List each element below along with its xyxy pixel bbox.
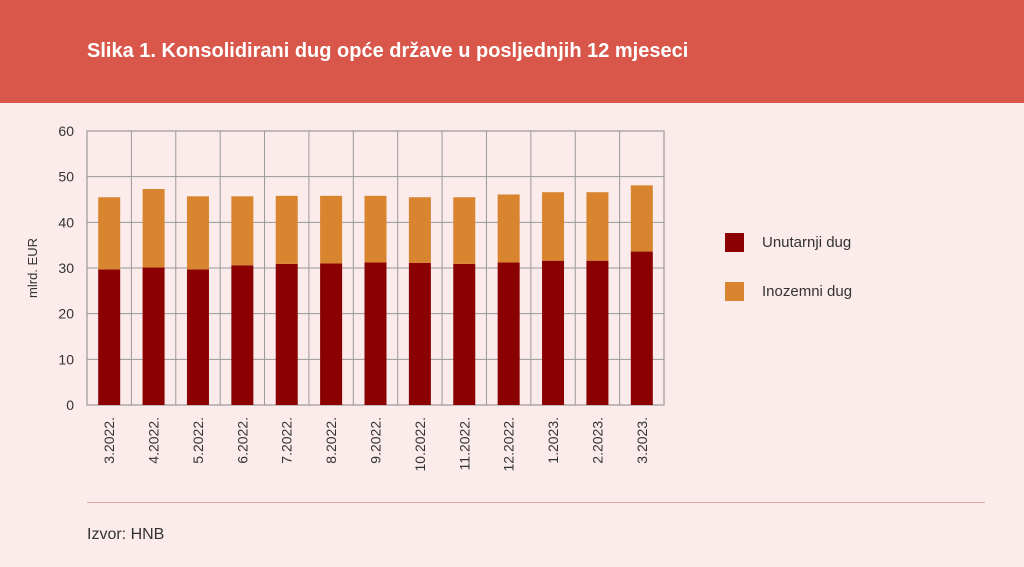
x-tick-label: 4.2022. — [146, 417, 162, 464]
x-tick-label: 10.2022. — [412, 417, 428, 472]
y-tick-label: 60 — [58, 123, 74, 139]
x-tick-label: 2.2023. — [589, 417, 605, 464]
bar-segment — [320, 195, 343, 264]
bar-segment — [542, 192, 565, 261]
chart-title: Slika 1. Konsolidirani dug opće države u… — [87, 40, 689, 62]
bar-segment — [497, 194, 520, 263]
x-tick-label: 11.2022. — [456, 417, 472, 470]
legend-item-domestic: Unutarnji dug — [725, 233, 851, 252]
y-axis-label: mlrd. EUR — [25, 238, 40, 298]
x-tick-label: 6.2022. — [234, 417, 250, 464]
bar-segment — [497, 262, 520, 405]
bar-segment — [231, 265, 254, 405]
legend-label: Inozemni dug — [762, 283, 853, 300]
x-tick-label: 3.2023. — [634, 417, 650, 464]
bar-segment — [453, 263, 476, 405]
bar-segment — [630, 185, 653, 252]
bar-segment — [408, 197, 431, 263]
header-band: Slika 1. Konsolidirani dug opće države u… — [0, 0, 1024, 103]
y-tick-label: 10 — [58, 351, 74, 367]
bar-segment — [586, 260, 609, 405]
bar-segment — [186, 269, 209, 405]
x-tick-label: 12.2022. — [501, 417, 517, 472]
x-tick-label: 9.2022. — [368, 417, 384, 464]
bar-segment — [364, 262, 387, 405]
legend-label: Unutarnji dug — [762, 234, 852, 251]
bar-segment — [275, 263, 298, 405]
legend-item-foreign: Inozemni dug — [725, 282, 852, 301]
x-tick-label: 7.2022. — [279, 417, 295, 464]
y-tick-label: 0 — [66, 397, 74, 413]
bar-segment — [542, 260, 565, 405]
bar-segment — [586, 192, 609, 261]
x-tick-label: 5.2022. — [190, 417, 206, 464]
bar-segment — [453, 197, 476, 264]
source-note: Izvor: HNB — [87, 526, 165, 543]
legend-swatch — [725, 282, 744, 301]
bar-segment — [320, 263, 343, 405]
x-tick-label: 3.2022. — [101, 417, 117, 464]
x-tick-label: 1.2023. — [545, 417, 561, 464]
legend-swatch — [725, 233, 744, 252]
bar-segment — [186, 196, 209, 270]
bar-segment — [142, 188, 165, 268]
y-tick-label: 30 — [58, 260, 74, 276]
bar-segment — [98, 197, 121, 270]
bar-segment — [142, 267, 165, 405]
bar-segment — [364, 195, 387, 263]
x-tick-label: 8.2022. — [323, 417, 339, 464]
bar-segment — [275, 195, 298, 264]
divider — [87, 502, 985, 503]
y-tick-label: 40 — [58, 214, 74, 230]
y-tick-label: 20 — [58, 306, 74, 322]
bar-segment — [98, 269, 121, 405]
bar-segment — [408, 262, 431, 405]
bar-segment — [231, 196, 254, 266]
bar-segment — [630, 251, 653, 405]
y-tick-label: 50 — [58, 169, 74, 185]
